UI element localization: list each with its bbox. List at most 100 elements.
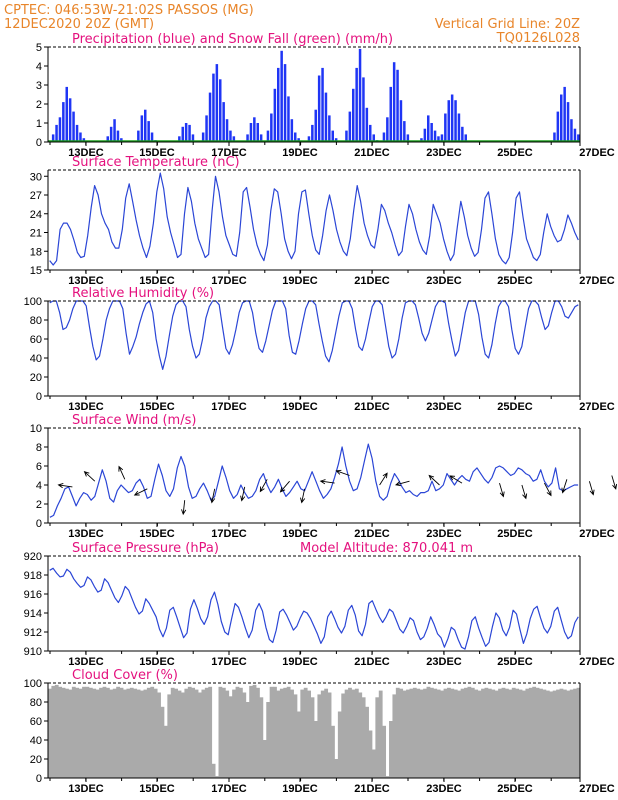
cloud-cover-bar [504,688,509,778]
wind-arrow [259,479,268,493]
cloud-cover-bar [150,686,155,778]
cloud-cover-bar [494,690,499,778]
cloud-cover-bar [535,687,540,779]
precip-bar [232,136,236,142]
x-tick-label: 27DEC [579,401,615,413]
wind-arrow [83,470,96,482]
precip-bar [113,119,116,142]
cloud-cover-bar [395,687,400,779]
cloud-cover-bar [314,721,318,778]
cloud-cover-bar [177,690,182,778]
precip-bar [58,117,62,142]
wind-arrow [210,488,216,504]
precip-bar [280,50,283,142]
cloud-cover-bar [484,687,489,779]
precip-bar [392,62,396,143]
cloud-cover-bar [61,687,66,779]
precip-bar [372,134,375,142]
cloud-cover-bar [300,689,305,778]
precip-bar [355,67,358,142]
y-tick-label: 100 [24,678,42,690]
cloud-cover-bar [511,687,516,779]
cloud-cover-bar [129,687,134,779]
x-tick-label: 19DEC [282,147,318,159]
cloud-cover-bar [562,689,567,778]
cloud-cover-bar [204,687,209,779]
cloud-cover-bar [303,687,308,779]
cloud-cover-bar [385,776,390,778]
cloud-cover-bar [334,759,339,778]
wind-arrow [428,474,440,486]
precip-bar [324,92,328,142]
cloud-cover-bar [423,688,427,778]
precipitation-panel: Precipitation (blue) and Snow Fall (gree… [36,32,615,159]
precip-bar [358,48,362,142]
x-tick-label: 13DEC [68,656,104,668]
cloud-cover-bar [453,689,458,778]
y-tick-label: 60 [30,334,42,346]
y-tick-label: 40 [30,735,42,747]
cloud-cover-bar [351,689,356,778]
cloud-cover-bar [382,725,387,779]
precip-bar [437,136,440,142]
run-line: 12DEC2020 20Z (GMT) [4,17,154,32]
cloud-cover-bar [167,694,172,778]
cloud-cover-bar [501,687,506,779]
cloud-cover-bar [450,688,455,778]
cloud-cover-bar [99,687,103,779]
precip-bar [205,115,208,142]
cloud-cover-bar [78,688,83,778]
precip-bar [430,123,433,142]
x-tick-label: 23DEC [426,275,462,287]
cloud-cover-bar [409,688,414,778]
precip-bar [461,126,464,142]
y-tick-label: 4 [36,480,42,492]
cloud-cover-bar [419,689,424,778]
wind-arrow [57,482,73,489]
cloud-cover-bar [481,688,485,778]
cloud-cover-bar [136,689,141,778]
cloud-cover-bar [286,686,291,778]
cloud-cover-bar [273,686,277,778]
precip-bar [62,102,65,142]
cloud-cover-bar [365,706,369,779]
precip-bar [440,134,444,142]
precip-bar [68,98,72,142]
cloud-cover-bar [146,687,151,779]
x-tick-label: 27DEC [579,656,615,668]
cloud-cover-bar [556,689,560,778]
precip-bar [386,117,389,142]
wind-arrow [561,479,568,494]
y-tick-label: 918 [24,570,42,582]
wind-arrow [394,480,410,487]
cloud-cover-bar [109,689,114,778]
precip-bar [464,134,467,142]
x-tick-label: 15DEC [139,147,175,159]
wind-arrow [279,480,290,493]
cloud-cover-bar [440,690,444,778]
precip-bar [570,119,573,142]
cloud-cover-bar [429,687,434,779]
cloud-cover-bar [467,686,472,778]
cloud-cover-bar [68,689,73,778]
cloud-cover-bar [65,688,69,778]
precip-bar [55,124,58,142]
cloud-cover-bar [133,688,138,778]
cloud-cover-bar [245,702,250,778]
y-tick-label: 27 [30,190,42,202]
cloud-cover-bar [51,685,56,778]
x-tick-label: 17DEC [211,275,247,287]
y-tick-label: 910 [24,646,42,658]
x-tick-label: 27DEC [579,528,615,540]
wind-arrow [319,479,335,485]
cloud-cover-bar [320,690,325,778]
precip-bar [345,130,348,142]
precip-bar [447,100,450,142]
cloud-cover-bar [542,689,547,778]
y-tick-label: 2 [36,499,42,511]
y-tick-label: 15 [30,265,42,277]
cloud-cover-bar [242,692,247,778]
precip-bar [290,119,294,142]
y-tick-label: 0 [36,773,42,785]
cloud-cover-bar [426,686,431,778]
